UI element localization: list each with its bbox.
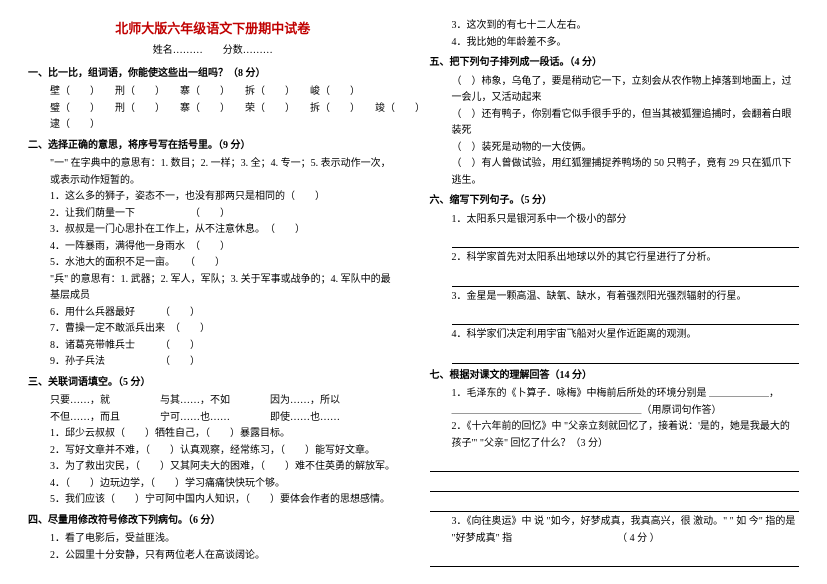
s2-item5: 5．水池大的面积不足一亩。 （ ） [50, 255, 398, 272]
section-3-heading: 三、关联词语填空。（5 分） [28, 375, 398, 392]
s7-q3: 3．《向往奥运》中 说 "如今，好梦成真，我真高兴，很 激动。" " 如 今" … [452, 514, 800, 547]
s2-item3: 3．叔叔是一门心思扑在工作上，从不注意休息。 （ ） [50, 222, 398, 239]
s7-q1b: ＿＿＿＿＿＿＿＿＿＿＿＿＿＿＿＿＿＿＿（用原词句作答） [452, 403, 800, 420]
answer-line [430, 498, 800, 512]
section-6-heading: 六、缩写下列句子。（5 分） [430, 193, 800, 210]
s5-item4: （ ）有人曾做试验，用红狐狸捕捉养鸭场的 50 只鸭子，竟有 29 只在狐爪下逃… [452, 156, 800, 189]
answer-line [452, 350, 800, 364]
section-2-heading: 二、选择正确的意思，将序号写在括号里。（9 分） [28, 138, 398, 155]
s4-item4: 4．我比她的年龄差不多。 [452, 35, 800, 52]
s6-item3: 3．金星是一颗高温、缺氧、缺水，有着强烈阳光强烈辐射的行星。 [452, 289, 800, 306]
section-7-heading: 七、根据对课文的理解回答（14 分） [430, 368, 800, 385]
s1-row3: 逮（ ） [50, 117, 398, 134]
s2-lead: "一" 在字典中的意思有：1. 数目；2. 一样；3. 全；4. 专一；5. 表… [50, 156, 398, 189]
s1-row2: 璧（ ） 刑（ ） 寨（ ） 荣（ ） 拆（ ） 竣（ ） [50, 101, 398, 118]
s1-row1: 壁（ ） 刑（ ） 寨（ ） 拆（ ） 峻（ ） [50, 84, 398, 101]
s2-item2: 2．让我们荫量一下 （ ） [50, 206, 398, 223]
answer-line [452, 311, 800, 325]
s7-q2: 2．《十六年前的回忆》中 "父亲立刻就回忆了，接着说：'是的，她是我最大的孩子'… [452, 419, 800, 452]
section-4-heading: 四、尽量用修改符号修改下列病句。（6 分） [28, 513, 398, 530]
s3-row2: 不但……，而且 宁可……也…… 即使……也…… [50, 410, 398, 427]
s4-item3: 3．这次到的有七十二人左右。 [452, 18, 800, 35]
s3-item4: 4．（ ）边玩边学，（ ）学习痛痛快快玩个够。 [50, 476, 398, 493]
s2-item1: 1．这么多的狮子，姿态不一，也没有那两只是相同的（ ） [50, 189, 398, 206]
s3-row1: 只要……，就 与其……，不如 因为……，所以 [50, 393, 398, 410]
name-score-line: 姓名……… 分数……… [28, 43, 398, 60]
answer-line [430, 458, 800, 472]
s5-item1: （ ）柿象，乌龟了，要是稍动它一下，立刻会从农作物上掉落到地面上，过一会儿，又活… [452, 74, 800, 107]
s6-item4: 4．科学家们决定利用宇宙飞船对火星作近距离的观测。 [452, 327, 800, 344]
s4-item2: 2．公园里十分安静，只有两位老人在高谈阔论。 [50, 548, 398, 565]
section-1-heading: 一、比一比，组词语，你能使这些出一组吗？（8 分） [28, 66, 398, 83]
s3-item1: 1．邱少云叔叔（ ）牺牲自己，（ ）暴露目标。 [50, 426, 398, 443]
s3-item2: 2．写好文章并不难，（ ）认真观察，经常练习，（ ）能写好文章。 [50, 443, 398, 460]
exam-title: 北师大版六年级语文下册期中试卷 [28, 18, 398, 39]
s2-item6: 6．用什么兵器最好 （ ） [50, 305, 398, 322]
answer-line [430, 478, 800, 492]
s5-item2: （ ）还有鸭子，你别看它似手很手乎的，但当其被狐狸追捕时，会翻着白眼装死 [452, 107, 800, 140]
s7-q1a: 1．毛泽东的《卜算子．咏梅》中梅前后所处的环境分别是 ＿＿＿＿＿＿， [452, 386, 800, 403]
s6-item2: 2．科学家首先对太阳系出地球以外的其它行星进行了分析。 [452, 250, 800, 267]
section-5-heading: 五、把下列句子排列成一段话。（4 分） [430, 55, 800, 72]
s4-item1: 1．看了电影后，受益匪浅。 [50, 531, 398, 548]
s6-item1: 1．太阳系只是银河系中一个极小的部分 [452, 212, 800, 229]
s2-item7: 7．曹操一定不敢派兵出来 （ ） [50, 321, 398, 338]
answer-line [430, 553, 800, 567]
answer-line [452, 273, 800, 287]
answer-line [452, 234, 800, 248]
s2-item9: 9．孙子兵法 （ ） [50, 354, 398, 371]
s5-item3: （ ）装死是动物的一大伎俩。 [452, 140, 800, 157]
s2-item8: 8．诸葛亮带帷兵士 （ ） [50, 338, 398, 355]
s2-lead2: "兵" 的意思有：1. 武器；2. 军人，军队；3. 关于军事或战争的；4. 军… [50, 272, 398, 305]
s2-item4: 4．一阵暴雨，满得他一身雨水 （ ） [50, 239, 398, 256]
s3-item5: 5．我们应该（ ）宁可阿中国内人知识，（ ）要体会作者的思想感情。 [50, 492, 398, 509]
s3-item3: 3．为了救出灾民，（ ）又其阿夫大的困难，（ ）难不住英勇的解放军。 [50, 459, 398, 476]
